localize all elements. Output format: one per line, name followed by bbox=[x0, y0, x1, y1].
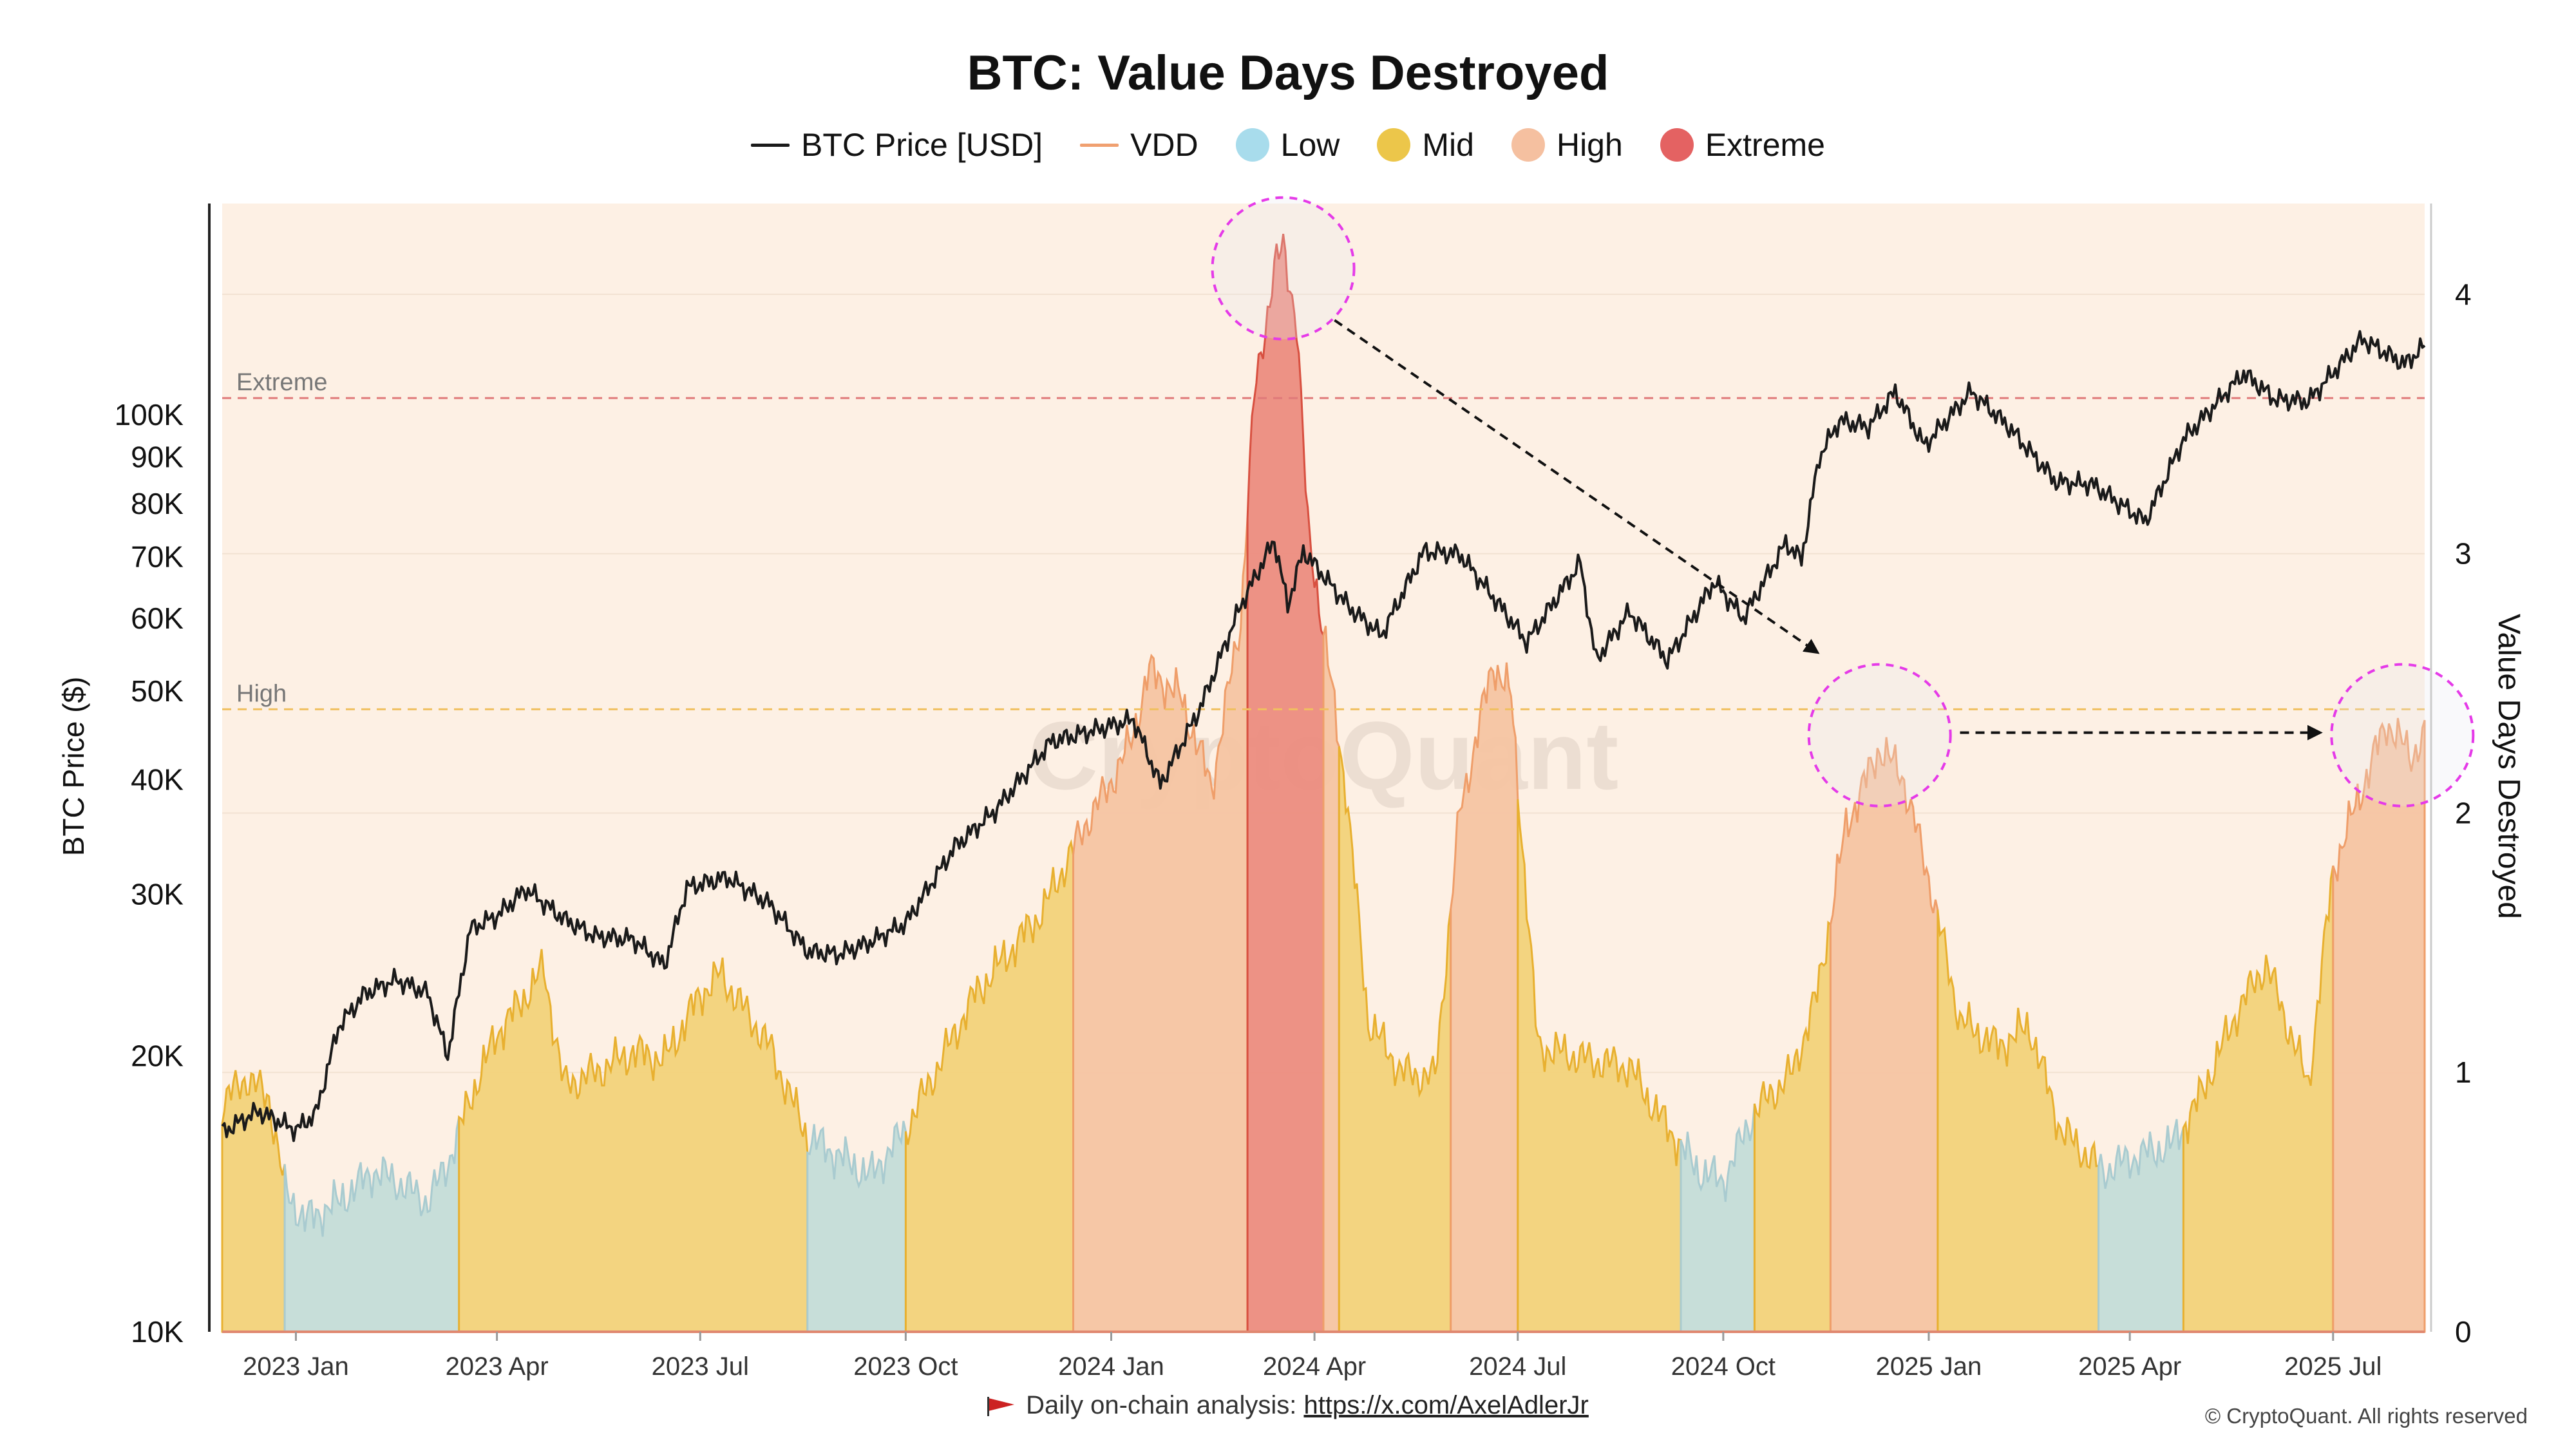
footer-link[interactable]: https://x.com/AxelAdlerJr bbox=[1303, 1391, 1589, 1419]
annotation-circle bbox=[2330, 663, 2475, 808]
y-left-tick-label: 50K bbox=[131, 674, 184, 708]
vdd-area-mid bbox=[904, 838, 1074, 1333]
x-tick-label: 2023 Jul bbox=[652, 1352, 749, 1381]
y-right-tick-label: 2 bbox=[2455, 796, 2472, 829]
x-tick-label: 2025 Jan bbox=[1876, 1352, 1982, 1381]
legend-swatch-btc-price bbox=[751, 143, 790, 147]
annotation-circle bbox=[1807, 663, 1952, 808]
x-tick-label: 2024 Apr bbox=[1263, 1352, 1366, 1381]
legend-item-vdd[interactable]: VDD bbox=[1080, 126, 1198, 164]
y-right-tick-label: 4 bbox=[2455, 278, 2472, 311]
vdd-area-mid bbox=[2182, 865, 2334, 1333]
vdd-area-low bbox=[1680, 1103, 1756, 1333]
y-left-tick-label: 20K bbox=[131, 1039, 184, 1072]
legend-label: High bbox=[1556, 127, 1623, 163]
x-tick-label: 2023 Jan bbox=[243, 1352, 349, 1381]
footer: Daily on-chain analysis: https://x.com/A… bbox=[0, 1391, 2576, 1420]
legend-label: Low bbox=[1280, 127, 1340, 163]
footer-text: Daily on-chain analysis: bbox=[1026, 1391, 1304, 1419]
vdd-area-mid bbox=[1937, 909, 2100, 1333]
y-axis-right-title: Value Days Destroyed bbox=[2492, 614, 2526, 919]
vdd-area-mid bbox=[1753, 920, 1832, 1333]
flag-icon bbox=[987, 1397, 1015, 1417]
annotation-circle bbox=[1211, 196, 1356, 341]
chart-title: BTC: Value Days Destroyed bbox=[967, 46, 1609, 100]
y-left-tick-label: 60K bbox=[131, 601, 184, 635]
y-left-tick-label: 90K bbox=[131, 440, 184, 473]
vdd-area-high bbox=[1072, 518, 1249, 1333]
vdd-area-mid bbox=[221, 1070, 286, 1333]
legend-label: VDD bbox=[1130, 127, 1198, 163]
legend-swatch-high bbox=[1511, 128, 1545, 162]
legend-swatch-vdd bbox=[1080, 143, 1119, 147]
x-tick-label: 2023 Apr bbox=[446, 1352, 549, 1381]
vdd-area-mid bbox=[1338, 746, 1452, 1333]
legend-item-extreme[interactable]: Extreme bbox=[1660, 126, 1825, 164]
copyright: © CryptoQuant. All rights reserved bbox=[2204, 1404, 2528, 1428]
y-left-tick-label: 80K bbox=[131, 487, 184, 520]
legend-item-high[interactable]: High bbox=[1511, 126, 1623, 164]
legend-item-low[interactable]: Low bbox=[1235, 126, 1340, 164]
btc-price-line bbox=[221, 330, 2426, 1142]
legend-label: Mid bbox=[1422, 127, 1474, 163]
vdd-area-high bbox=[1829, 737, 1939, 1333]
y-left-tick-label: 40K bbox=[131, 763, 184, 797]
vdd-area-high bbox=[1450, 662, 1519, 1333]
legend-label: BTC Price [USD] bbox=[801, 127, 1043, 163]
legend: BTC Price [USD] VDD Low Mid High Extreme bbox=[0, 126, 2576, 164]
vdd-area-high bbox=[1322, 625, 1340, 1333]
x-tick-label: 2024 Oct bbox=[1671, 1352, 1776, 1381]
y-left-tick-label: 70K bbox=[131, 540, 184, 574]
legend-swatch-extreme bbox=[1660, 128, 1694, 162]
vdd-area-low bbox=[283, 1117, 460, 1333]
x-tick-label: 2025 Jul bbox=[2284, 1352, 2382, 1381]
y-left-tick-label: 100K bbox=[115, 398, 184, 431]
y-left-tick-label: 10K bbox=[131, 1315, 184, 1349]
y-left-tick-label: 30K bbox=[131, 878, 184, 911]
vdd-area-mid bbox=[1517, 799, 1682, 1333]
legend-swatch-mid bbox=[1377, 128, 1411, 162]
x-tick-label: 2025 Apr bbox=[2078, 1352, 2181, 1381]
vdd-area-low bbox=[2098, 1119, 2184, 1333]
y-right-tick-label: 3 bbox=[2455, 537, 2472, 571]
threshold-label: Extreme bbox=[236, 369, 327, 396]
x-tick-label: 2024 Jan bbox=[1058, 1352, 1164, 1381]
y-right-tick-label: 0 bbox=[2455, 1315, 2472, 1349]
vdd-area-extreme bbox=[1246, 234, 1325, 1333]
threshold-label: High bbox=[236, 680, 287, 707]
vdd-area-high bbox=[2332, 717, 2426, 1333]
vdd-area-low bbox=[806, 1121, 907, 1333]
legend-item-mid[interactable]: Mid bbox=[1377, 126, 1474, 164]
legend-item-btc-price[interactable]: BTC Price [USD] bbox=[751, 126, 1043, 164]
legend-swatch-low bbox=[1235, 128, 1269, 162]
x-tick-label: 2023 Oct bbox=[853, 1352, 958, 1381]
annotation-arrow bbox=[1334, 319, 1820, 654]
legend-label: Extreme bbox=[1705, 127, 1825, 163]
x-tick-label: 2024 Jul bbox=[1469, 1352, 1566, 1381]
vdd-area-mid bbox=[458, 949, 809, 1333]
y-right-tick-label: 1 bbox=[2455, 1056, 2472, 1089]
y-axis-left-title: BTC Price ($) bbox=[57, 677, 90, 857]
